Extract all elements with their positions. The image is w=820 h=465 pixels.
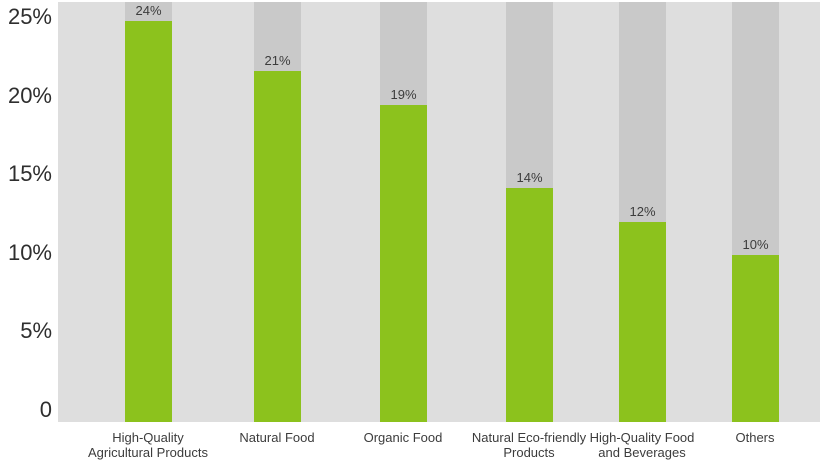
bar — [125, 21, 172, 422]
bar-background-band: 21% — [254, 2, 301, 422]
category-label: Others — [735, 430, 775, 445]
y-axis-tick-label: 20% — [7, 83, 52, 108]
bar-background-band: 10% — [732, 2, 779, 422]
bar-value-label: 12% — [629, 204, 656, 219]
bar — [506, 188, 553, 422]
bar-background-band: 19% — [380, 2, 427, 422]
bar-background-band: 24% — [125, 2, 172, 422]
y-axis: 25% 20% 15% 10% 5% 0 — [0, 0, 58, 465]
category-label: Natural Food — [239, 430, 315, 445]
y-axis-tick-label: 0 — [39, 397, 52, 422]
bar-value-label: 19% — [390, 87, 417, 102]
category-label: Organic Food — [363, 430, 443, 445]
bar — [380, 105, 427, 422]
bar-value-label: 14% — [516, 170, 543, 185]
x-axis-labels: High-Quality Agricultural Products Natura… — [0, 430, 820, 465]
bar — [732, 255, 779, 422]
y-axis-tick-label: 25% — [7, 4, 52, 29]
plot-area: 24% 21% 19% 14% 12% 10% — [58, 2, 820, 422]
bar — [254, 71, 301, 422]
category-label: Natural Eco-friendly Products — [471, 430, 587, 460]
bar — [619, 222, 666, 422]
y-axis-tick-label: 10% — [7, 240, 52, 265]
category-label: High-Quality Food and Beverages — [589, 430, 695, 460]
y-axis-tick-label: 15% — [7, 161, 52, 186]
bar-background-band: 14% — [506, 2, 553, 422]
bar-value-label: 24% — [135, 3, 162, 18]
bar-value-label: 21% — [264, 53, 291, 68]
category-label: High-Quality Agricultural Products — [88, 430, 208, 460]
y-axis-tick-label: 5% — [20, 318, 52, 343]
bar-background-band: 12% — [619, 2, 666, 422]
bar-value-label: 10% — [742, 237, 769, 252]
